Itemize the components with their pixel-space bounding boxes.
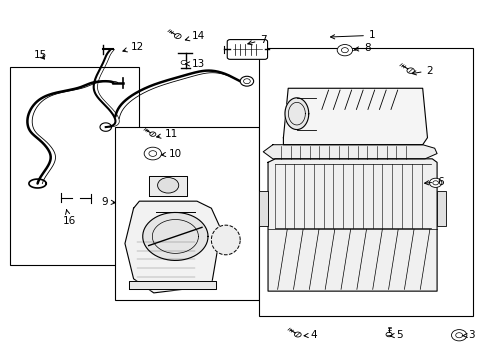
Text: 7: 7 [248,35,267,45]
Polygon shape [285,98,309,130]
Polygon shape [129,280,216,289]
Bar [115,127,259,300]
Text: 15: 15 [34,50,47,60]
Bar [10,67,139,265]
Text: 10: 10 [161,149,182,158]
Polygon shape [259,190,268,226]
FancyBboxPatch shape [227,40,268,59]
Polygon shape [211,225,240,255]
Circle shape [451,330,467,341]
Text: 13: 13 [186,59,205,69]
Polygon shape [143,212,208,260]
Text: 12: 12 [123,42,144,52]
Text: 9: 9 [101,197,115,207]
Bar [259,48,473,316]
Circle shape [149,151,157,156]
Text: 16: 16 [63,210,76,226]
Text: 11: 11 [157,129,178,139]
Text: 5: 5 [390,330,403,340]
Circle shape [386,332,392,337]
Polygon shape [268,159,437,291]
Text: 4: 4 [304,330,318,340]
Circle shape [181,60,187,65]
Text: 8: 8 [354,44,371,53]
Circle shape [337,45,353,56]
Circle shape [456,333,463,338]
Circle shape [244,79,250,84]
Circle shape [150,132,156,136]
Circle shape [429,178,442,188]
Circle shape [294,332,301,337]
Text: 6: 6 [425,177,444,187]
Polygon shape [149,176,187,196]
Text: 1: 1 [330,30,375,40]
Circle shape [158,177,179,193]
Polygon shape [437,190,446,226]
Text: 3: 3 [462,330,474,340]
Circle shape [433,181,439,185]
Polygon shape [263,145,437,159]
Circle shape [174,33,181,39]
Text: 2: 2 [412,66,433,76]
Polygon shape [283,88,427,145]
Circle shape [342,48,348,53]
Polygon shape [125,201,221,293]
Text: 14: 14 [185,31,205,41]
Circle shape [144,147,161,160]
Circle shape [240,76,254,86]
Circle shape [407,68,415,73]
